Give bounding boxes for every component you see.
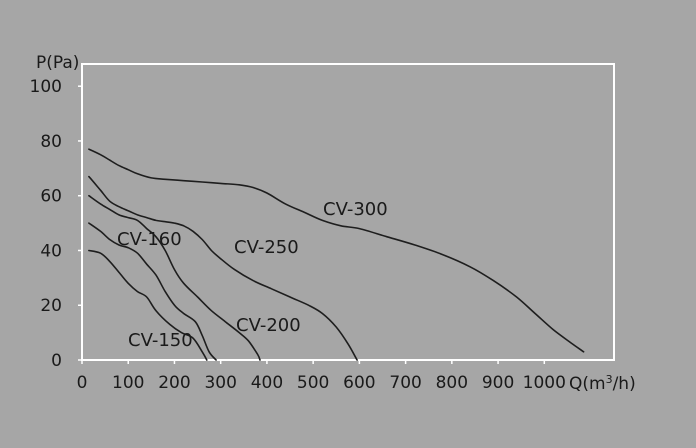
series-label-cv-160: CV-160 [117, 229, 182, 250]
x-tick-label: 900 [482, 373, 514, 393]
y-tick-label: 100 [30, 77, 62, 97]
series-label-cv-250: CV-250 [234, 237, 299, 258]
x-tick-label: 0 [77, 373, 88, 393]
series-line-cv-300 [88, 148, 585, 353]
y-tick-label: 80 [40, 132, 62, 152]
x-tick-label: 800 [436, 373, 468, 393]
y-ticks: 0 20 40 60 80 100 [30, 77, 82, 371]
x-tick-label: 100 [112, 373, 144, 393]
series-line-cv-150 [88, 249, 208, 361]
x-ticks: 0 100 200 300 400 500 600 700 800 900 1000 [77, 360, 566, 393]
series-line-cv-250 [88, 175, 358, 361]
x-tick-label: 200 [158, 373, 190, 393]
series-line-cv-160 [88, 222, 217, 361]
y-tick-label: 40 [40, 241, 62, 261]
y-tick-label: 0 [51, 351, 62, 371]
x-tick-label: 400 [251, 373, 283, 393]
y-axis-label: P(Pa) [36, 53, 79, 73]
x-tick-label: 700 [389, 373, 421, 393]
x-tick-label: 1000 [523, 373, 566, 393]
x-tick-label: 500 [297, 373, 329, 393]
x-tick-label: 300 [204, 373, 236, 393]
y-tick-label: 20 [40, 296, 62, 316]
series-group: CV-150 CV-160 CV-200 CV-250 CV-300 [88, 148, 585, 361]
series-line-cv-200 [88, 194, 261, 361]
x-axis-label: Q(m3/h) [569, 373, 636, 395]
series-label-cv-150: CV-150 [128, 330, 193, 351]
x-tick-label: 600 [343, 373, 375, 393]
series-label-cv-200: CV-200 [236, 315, 301, 336]
y-tick-label: 60 [40, 187, 62, 207]
series-label-cv-300: CV-300 [323, 199, 388, 220]
